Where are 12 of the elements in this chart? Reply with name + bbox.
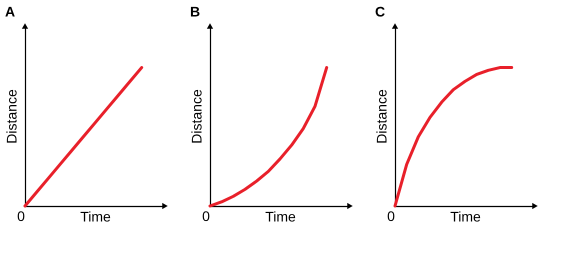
x-axis-title: Time: [80, 208, 112, 224]
y-axis-title: Distance: [374, 89, 390, 144]
text: 0: [387, 208, 396, 224]
x-axis-title: Time: [450, 208, 482, 224]
text: 0: [202, 208, 210, 224]
y-axis-title: Distance: [188, 89, 204, 144]
x-axis-title: Time: [265, 208, 296, 224]
y-axis-title: Distance: [4, 89, 20, 144]
chart-title: A: [5, 3, 16, 20]
chart-title: B: [190, 3, 200, 20]
chart-title: C: [375, 3, 386, 20]
text: 0: [17, 208, 26, 224]
